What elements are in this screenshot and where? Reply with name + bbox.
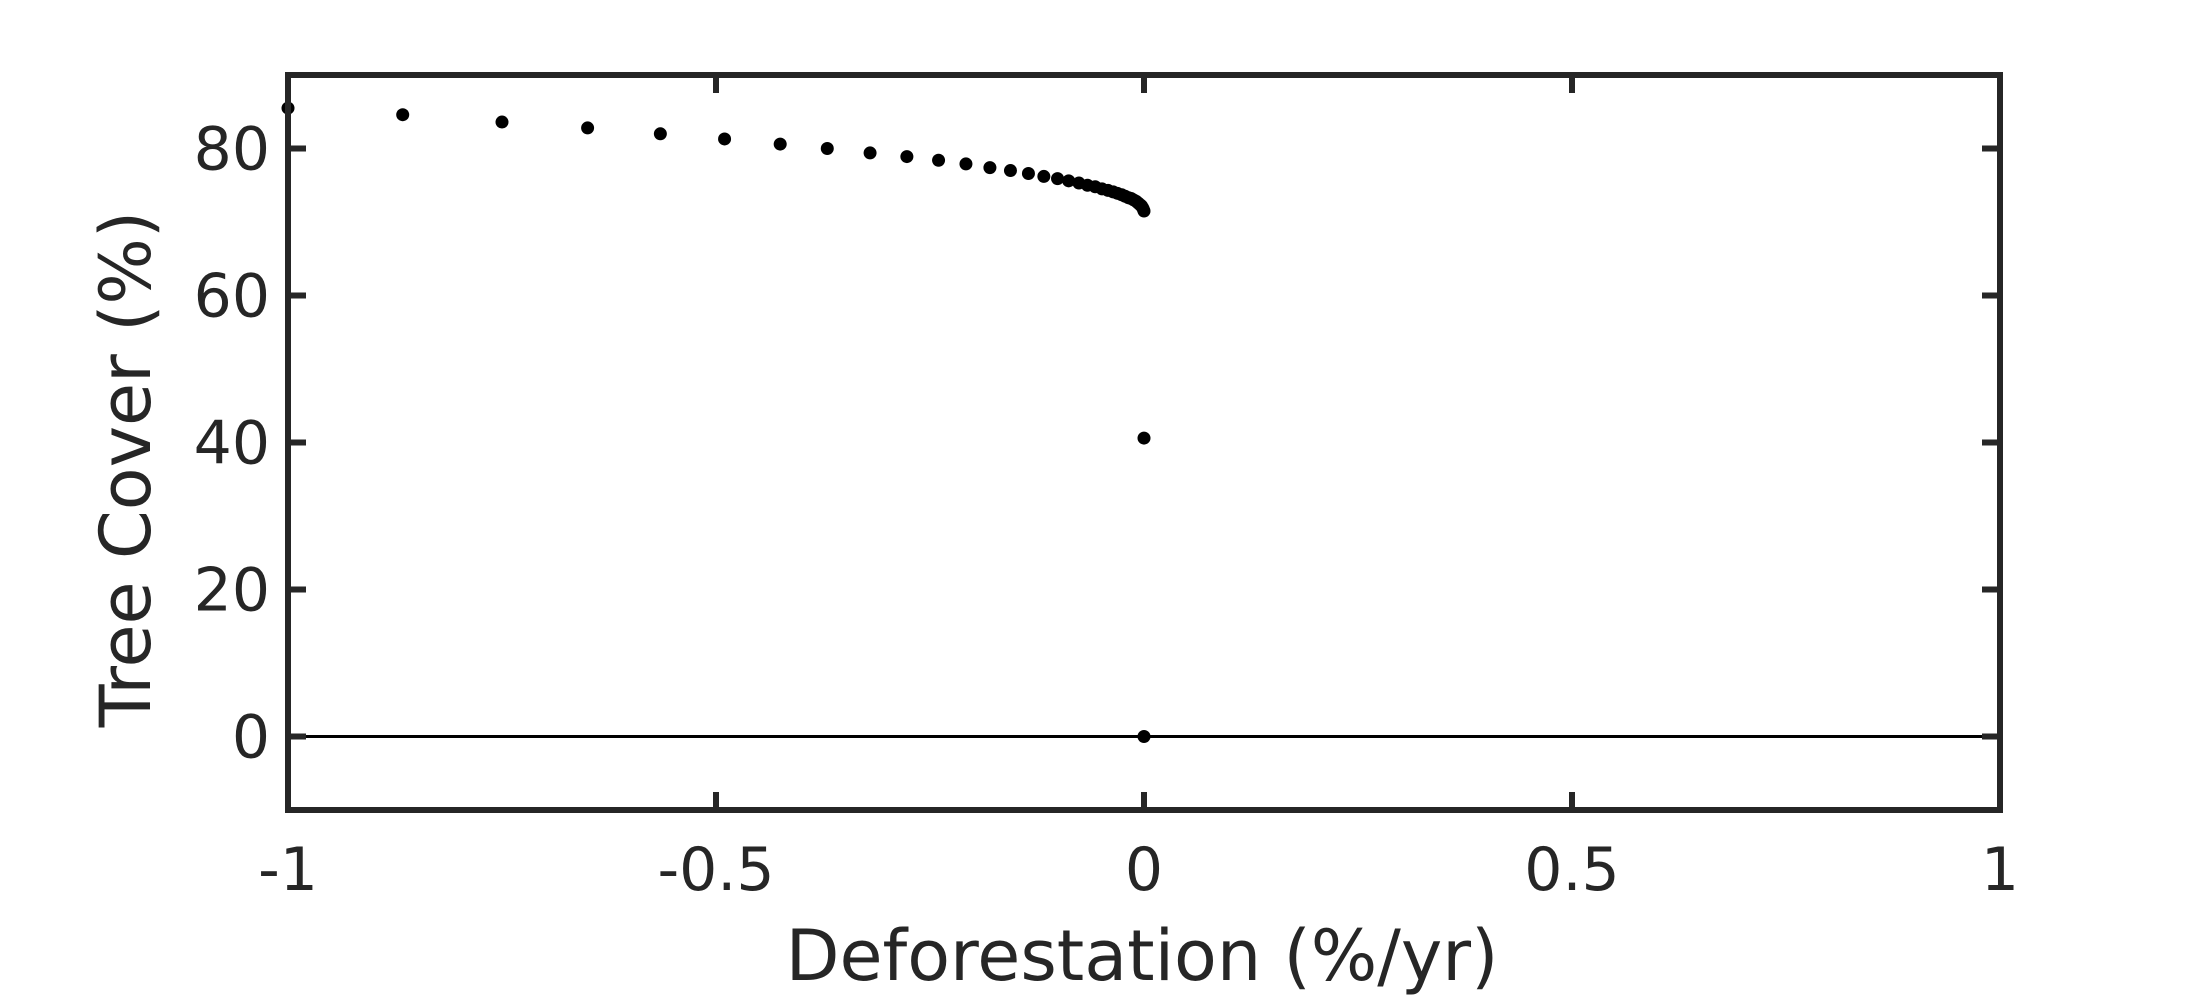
data-points-layer (281, 101, 1151, 743)
data-point (718, 132, 732, 146)
data-point (1021, 166, 1035, 180)
data-point (863, 146, 877, 160)
data-point (959, 157, 973, 171)
data-point (1137, 730, 1151, 743)
data-point (653, 127, 667, 141)
data-point (1137, 204, 1151, 218)
y-axis-title: Tree Cover (%) (85, 211, 167, 728)
y-tick-label: 80 (194, 115, 270, 185)
x-tick-label: 0.5 (1524, 835, 1619, 905)
data-point (900, 150, 914, 164)
y-tick-label: 0 (232, 703, 270, 773)
data-point (773, 137, 787, 151)
data-point (932, 153, 946, 167)
axes-layer (285, 72, 2003, 813)
x-tick-label: 0 (1125, 835, 1163, 905)
x-tick-label: -1 (258, 835, 318, 905)
data-point (1137, 431, 1151, 445)
data-point (581, 121, 595, 135)
data-point (495, 115, 509, 129)
data-point (820, 142, 834, 155)
y-tick-label: 20 (194, 556, 270, 626)
y-tick-label: 60 (194, 262, 270, 332)
data-point (1051, 172, 1065, 186)
y-tick-label: 40 (194, 409, 270, 479)
data-point (1003, 164, 1017, 178)
data-point (396, 108, 410, 122)
x-tick-label: 1 (1981, 835, 2019, 905)
data-point (983, 161, 997, 175)
data-point (1037, 169, 1051, 183)
tick-labels-layer: -1 -0.5 0 0.5 1 0 20 40 60 80 (194, 115, 2019, 906)
data-point (1062, 174, 1076, 188)
x-axis-title: Deforestation (%/yr) (786, 915, 1499, 997)
x-tick-label: -0.5 (657, 835, 774, 905)
